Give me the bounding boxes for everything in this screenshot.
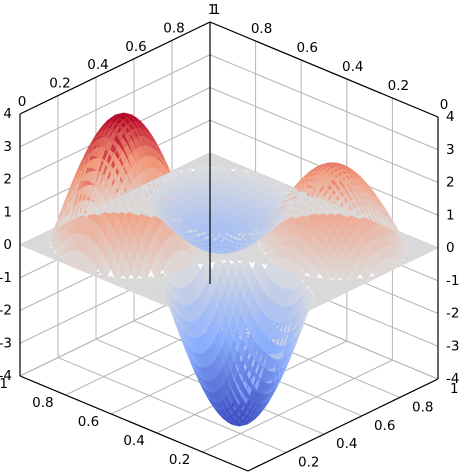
y-tick-label-top: 0.4 [87, 57, 108, 73]
z-tick-label-left: -2 [0, 303, 12, 319]
y-tick-label-top: 0.2 [49, 76, 70, 92]
x-tick-label-top: 0.2 [388, 78, 409, 94]
z-tick-label-right: 4 [446, 109, 455, 125]
x-tick-label-top: 0.4 [342, 59, 363, 75]
z-tick-label-left: 3 [3, 139, 12, 155]
z-tick-label-left: -1 [0, 270, 12, 286]
axis-edge-top-left [19, 21, 211, 115]
surface-facet [240, 167, 251, 172]
y-tick-label-front: 0.8 [412, 399, 433, 415]
x-tick-label-front: 0.4 [123, 433, 144, 449]
y-tick-label-front: 0.2 [298, 455, 319, 471]
surface-facet [367, 275, 377, 281]
z-tick-label-right: 1 [446, 207, 455, 223]
y-tick-label-top: 0.6 [125, 39, 146, 55]
y-tick-label-front: 0.6 [374, 418, 395, 434]
z-tick-label-left: 0 [3, 237, 12, 253]
z-tick-label-right: -4 [446, 371, 459, 387]
y-tick-label-top: 0.8 [163, 20, 184, 36]
surface [19, 112, 439, 427]
z-tick-label-left: 2 [3, 172, 12, 188]
grid-line-backy-z-6 [209, 87, 439, 183]
z-tick-label-right: -3 [446, 338, 459, 354]
x-tick-label-top: 0 [440, 97, 449, 113]
y-tick-label-top: 0 [18, 94, 27, 110]
y-tick-label-front: 0.4 [336, 436, 357, 452]
axis-line-y [247, 378, 439, 472]
x-tick-label-front: 0.8 [32, 395, 53, 411]
axes-frame [19, 21, 439, 472]
z-tick-label-right: -2 [446, 306, 459, 322]
y-tick-label-top: 1 [208, 2, 217, 18]
x-tick-label-top: 1 [212, 2, 221, 18]
grid-line-backy-z-7 [209, 54, 439, 151]
tick-labels: 0 0.2 0.4 0.6 0.8 1 0 0.2 0.4 0.6 0.8 1 0 0.2 0.4 0.6 0.… [0, 2, 459, 472]
axis-edge-top-right [209, 21, 439, 118]
grid-line-floor-y-1 [57, 357, 287, 454]
z-tick-label-right: 0 [446, 240, 455, 256]
z-tick-label-right: -1 [446, 273, 459, 289]
z-tick-label-left: -4 [0, 368, 12, 384]
x-tick-label-front: 0.6 [78, 414, 99, 430]
z-tick-label-left: -3 [0, 335, 12, 351]
x-tick-label-front: 1 [0, 376, 8, 392]
z-tick-label-right: 2 [446, 175, 455, 191]
grid-line-floor-x-1 [202, 359, 393, 453]
x-tick-label-top: 0.8 [251, 21, 272, 37]
x-tick-label-front: 0.2 [169, 452, 190, 468]
axis-line-x [19, 375, 249, 472]
z-tick-label-left: 4 [3, 106, 12, 122]
y-tick-label-front: 1 [450, 381, 459, 397]
x-tick-label-top: 0.6 [296, 40, 317, 56]
z-tick-label-right: 3 [446, 142, 455, 158]
surface-facet [429, 245, 439, 251]
z-tick-label-left: 1 [3, 204, 12, 220]
grid-line-backx-z-7 [19, 54, 211, 148]
